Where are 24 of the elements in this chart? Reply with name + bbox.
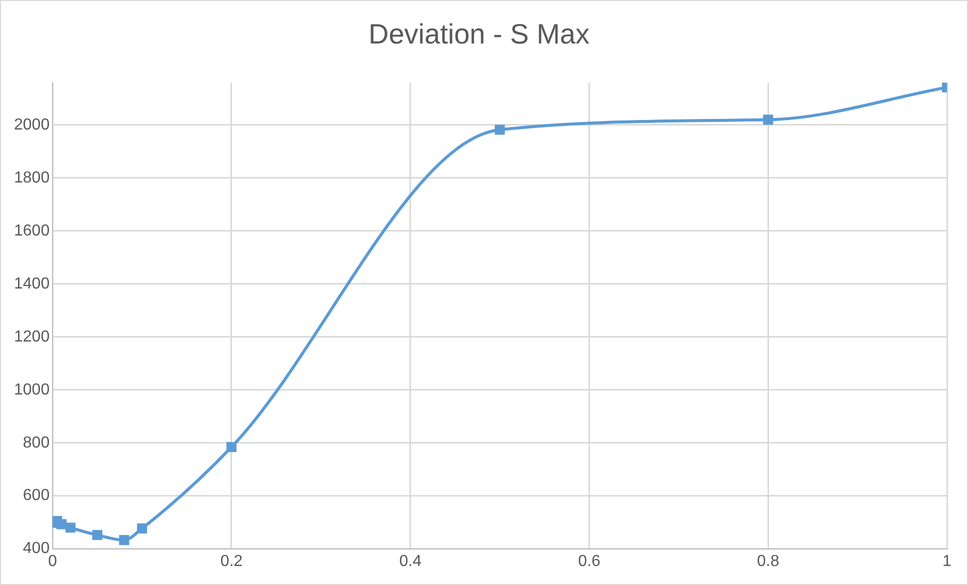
point — [56, 519, 67, 530]
y-tick-label: 1600 — [14, 222, 50, 240]
x-tick-label: 0.8 — [756, 552, 780, 570]
y-tick-label: 1400 — [14, 275, 50, 292]
y-tick-label: 800 — [22, 434, 50, 452]
point — [92, 530, 102, 540]
x-tick-label: 0.2 — [220, 552, 243, 570]
y-tick-label: 2000 — [14, 116, 50, 134]
x-tick-label: 0.6 — [578, 552, 600, 570]
point — [226, 442, 237, 452]
y-tick-label: 1200 — [14, 328, 50, 346]
point — [119, 535, 130, 546]
x-tick-label: 1 — [942, 552, 952, 570]
y-tick-label: 400 — [22, 540, 50, 558]
point — [65, 522, 76, 533]
y-tick-label: 1000 — [14, 381, 50, 398]
x-tick-label: 0.4 — [399, 552, 422, 570]
point — [763, 114, 774, 125]
chart-title: Deviation - S Max — [368, 18, 590, 50]
point — [137, 523, 148, 534]
y-tick-label: 1800 — [14, 169, 50, 186]
point — [494, 124, 505, 135]
x-tick-label: 0 — [48, 552, 58, 570]
y-tick-label: 600 — [22, 487, 50, 504]
